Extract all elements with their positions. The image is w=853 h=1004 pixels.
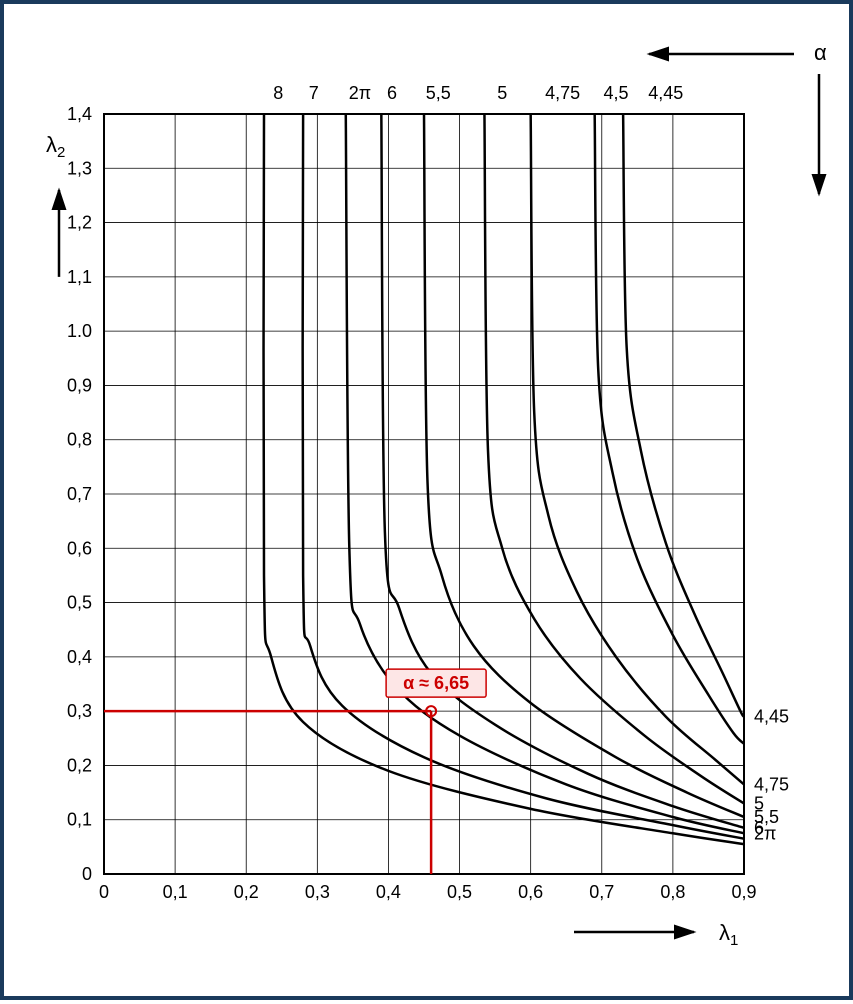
alpha-symbol: α	[814, 40, 827, 65]
curve-label-top: 5	[497, 83, 507, 103]
curve-label-top: 8	[273, 83, 283, 103]
xtick-label: 0,6	[518, 882, 543, 902]
alpha-curve	[484, 114, 744, 803]
curve-label-right: 4,75	[754, 774, 789, 794]
ytick-label: 1.0	[67, 321, 92, 341]
xtick-label: 0,5	[447, 882, 472, 902]
alpha-curve	[595, 114, 744, 744]
xtick-label: 0,1	[163, 882, 188, 902]
ytick-label: 0,1	[67, 810, 92, 830]
ytick-label: 0	[82, 864, 92, 884]
alpha-curve	[531, 114, 744, 784]
ytick-label: 1,1	[67, 267, 92, 287]
ytick-label: 0,2	[67, 755, 92, 775]
alpha-curve	[623, 114, 744, 717]
curve-label-top: 5,5	[426, 83, 451, 103]
alpha-curve	[346, 114, 744, 833]
curve-label-top: 7	[309, 83, 319, 103]
chart-svg: 0 0,1 0,2 0,3 0,4 0,5 0,6 0,7 0,8 0,9 0 0,1 0,2 0,3 0,…	[4, 4, 853, 1004]
x-axis-label: λ1	[719, 920, 738, 949]
ytick-label: 0,8	[67, 430, 92, 450]
curve-label-top: 4,5	[603, 83, 628, 103]
curve-label-top: 4,75	[545, 83, 580, 103]
xtick-label: 0,4	[376, 882, 401, 902]
ytick-label: 0,5	[67, 593, 92, 613]
curve-label-top: 2π	[349, 83, 371, 103]
xtick-label: 0,8	[660, 882, 685, 902]
ytick-label: 1,2	[67, 213, 92, 233]
xtick-label: 0,3	[305, 882, 330, 902]
xtick-label: 0,7	[589, 882, 614, 902]
xtick-label: 0,2	[234, 882, 259, 902]
y-axis-label: λ2	[46, 132, 65, 161]
curve-label-right: 4,45	[754, 707, 789, 727]
annotation-text: α ≈ 6,65	[403, 673, 469, 693]
chart-frame: 0 0,1 0,2 0,3 0,4 0,5 0,6 0,7 0,8 0,9 0 0,1 0,2 0,3 0,…	[0, 0, 853, 1000]
curve-label-top: 6	[387, 83, 397, 103]
ytick-label: 0,6	[67, 538, 92, 558]
ytick-label: 0,7	[67, 484, 92, 504]
ytick-label: 1,3	[67, 158, 92, 178]
xtick-label: 0,9	[731, 882, 756, 902]
xtick-label: 0	[99, 882, 109, 902]
alpha-curve	[424, 114, 744, 817]
curve-label-right: 5	[754, 793, 764, 813]
ytick-label: 1,4	[67, 104, 92, 124]
ytick-label: 0,4	[67, 647, 92, 667]
alpha-curve	[263, 114, 744, 844]
ytick-label: 0,9	[67, 375, 92, 395]
ytick-label: 0,3	[67, 701, 92, 721]
curve-label-top: 4,45	[648, 83, 683, 103]
